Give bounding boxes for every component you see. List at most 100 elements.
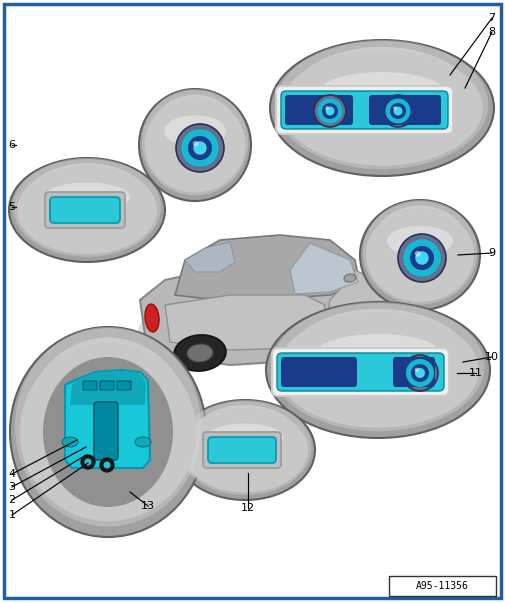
Text: 12: 12 [240, 503, 255, 513]
Circle shape [410, 364, 428, 382]
FancyBboxPatch shape [50, 197, 120, 223]
Ellipse shape [175, 400, 315, 500]
Circle shape [414, 251, 420, 256]
Text: 5: 5 [9, 202, 16, 212]
Ellipse shape [281, 50, 482, 166]
Ellipse shape [271, 302, 483, 431]
Ellipse shape [43, 357, 173, 507]
FancyBboxPatch shape [276, 353, 443, 391]
Circle shape [317, 98, 342, 124]
Polygon shape [70, 371, 146, 405]
FancyBboxPatch shape [117, 381, 131, 390]
Circle shape [321, 103, 337, 119]
Text: 11: 11 [468, 368, 482, 378]
Ellipse shape [147, 95, 242, 190]
Circle shape [414, 368, 418, 372]
Circle shape [385, 98, 410, 124]
Ellipse shape [362, 200, 476, 305]
Text: 8: 8 [487, 27, 494, 37]
Ellipse shape [32, 171, 141, 244]
Circle shape [415, 251, 428, 265]
Ellipse shape [174, 335, 226, 371]
Ellipse shape [379, 294, 395, 302]
Ellipse shape [54, 376, 162, 435]
Polygon shape [65, 370, 149, 468]
Text: 10: 10 [484, 352, 498, 362]
Circle shape [405, 359, 433, 387]
Ellipse shape [156, 103, 234, 182]
Ellipse shape [15, 327, 200, 526]
FancyBboxPatch shape [275, 86, 452, 134]
Ellipse shape [328, 333, 355, 351]
Ellipse shape [17, 166, 157, 254]
Ellipse shape [178, 400, 311, 495]
Polygon shape [289, 243, 358, 294]
Circle shape [188, 136, 212, 160]
Circle shape [104, 461, 110, 469]
FancyBboxPatch shape [388, 576, 495, 596]
Circle shape [402, 239, 440, 277]
Ellipse shape [185, 405, 304, 490]
Circle shape [414, 368, 424, 378]
Text: 6: 6 [9, 140, 16, 150]
Ellipse shape [139, 89, 250, 201]
Ellipse shape [13, 158, 161, 257]
Ellipse shape [270, 40, 493, 176]
Ellipse shape [368, 206, 470, 299]
Ellipse shape [62, 437, 78, 447]
Ellipse shape [286, 47, 476, 162]
Ellipse shape [141, 89, 248, 195]
Ellipse shape [377, 213, 461, 291]
Polygon shape [165, 295, 324, 350]
Polygon shape [185, 242, 234, 272]
Circle shape [100, 458, 114, 472]
Ellipse shape [135, 437, 150, 447]
Polygon shape [140, 265, 389, 365]
Circle shape [409, 246, 433, 270]
Ellipse shape [277, 312, 478, 428]
Ellipse shape [187, 344, 213, 362]
Circle shape [392, 106, 396, 110]
Circle shape [325, 106, 328, 110]
Ellipse shape [195, 412, 293, 482]
Text: 7: 7 [487, 13, 494, 23]
Ellipse shape [44, 183, 130, 212]
Ellipse shape [39, 353, 176, 500]
FancyBboxPatch shape [284, 95, 352, 125]
FancyBboxPatch shape [4, 4, 500, 598]
Polygon shape [324, 270, 387, 340]
Ellipse shape [21, 163, 153, 251]
Ellipse shape [299, 319, 456, 414]
FancyBboxPatch shape [392, 357, 434, 387]
Circle shape [193, 141, 207, 155]
Ellipse shape [303, 57, 460, 152]
Ellipse shape [206, 423, 283, 452]
Text: A95-11356: A95-11356 [415, 581, 468, 591]
Text: 4: 4 [9, 469, 16, 479]
FancyBboxPatch shape [94, 402, 118, 460]
Ellipse shape [20, 343, 196, 521]
Circle shape [81, 455, 95, 469]
Ellipse shape [275, 40, 487, 169]
FancyBboxPatch shape [208, 437, 275, 463]
Circle shape [84, 458, 91, 466]
Circle shape [389, 103, 405, 119]
Circle shape [393, 107, 401, 116]
Text: 9: 9 [487, 248, 494, 258]
Circle shape [325, 107, 334, 116]
Ellipse shape [25, 338, 191, 516]
Circle shape [381, 95, 413, 127]
FancyBboxPatch shape [280, 91, 447, 129]
FancyBboxPatch shape [367, 306, 393, 335]
Circle shape [192, 140, 198, 147]
FancyBboxPatch shape [280, 357, 357, 387]
Text: 2: 2 [9, 495, 16, 505]
Ellipse shape [320, 72, 443, 110]
Polygon shape [175, 235, 359, 300]
Ellipse shape [386, 226, 452, 257]
Ellipse shape [144, 98, 245, 192]
Ellipse shape [343, 274, 355, 282]
Ellipse shape [164, 115, 225, 147]
Ellipse shape [138, 300, 367, 360]
Ellipse shape [316, 334, 439, 372]
